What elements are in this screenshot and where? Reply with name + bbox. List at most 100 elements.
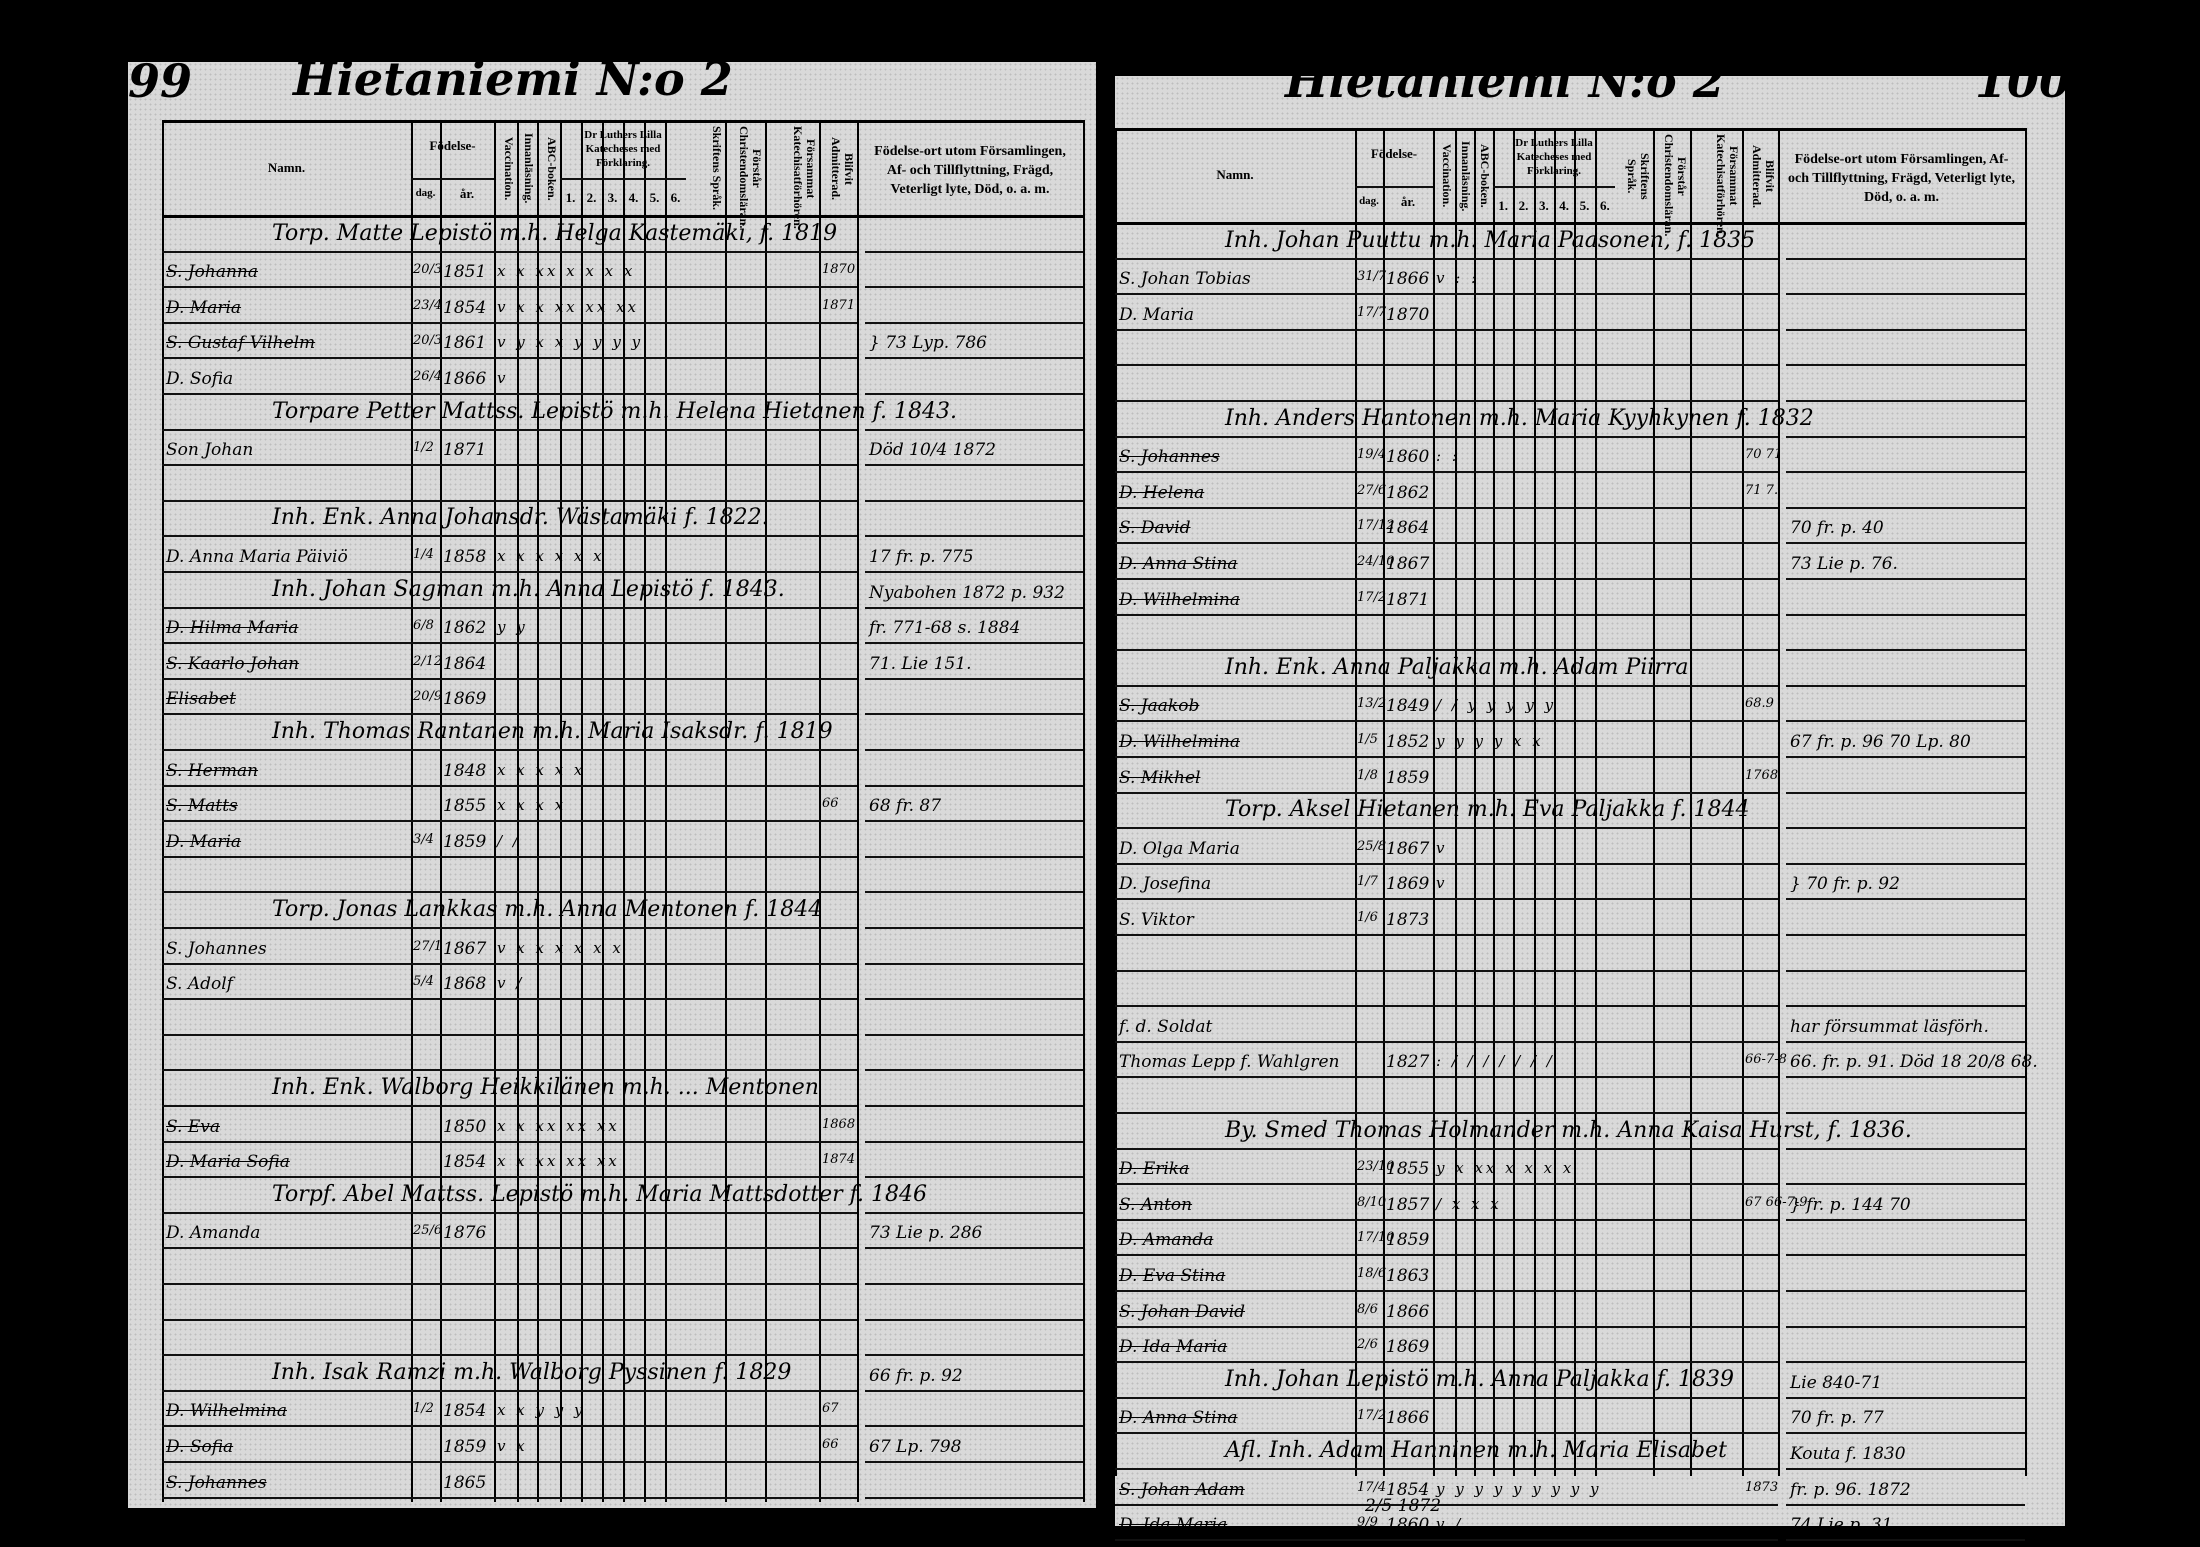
birth-year: 1866 (1386, 1408, 1430, 1429)
row-rule (1115, 1076, 1778, 1079)
person-name: S. Anton (1119, 1194, 1193, 1215)
row-rule (1786, 1005, 2025, 1008)
row-rule (865, 321, 1083, 324)
row-rule (162, 927, 857, 929)
header-admitted: Blifvit Admitterad. (829, 137, 856, 200)
remark-note: har försummat läsförh. (1790, 1016, 1989, 1037)
column-rule (1083, 120, 1085, 1502)
person-name: D. Hilma Maria (166, 618, 299, 639)
row-rule (1786, 1290, 2025, 1292)
row-rule (1115, 1218, 1778, 1221)
row-rule (865, 962, 1083, 965)
remark-note: 74 Lie p. 31. (1790, 1515, 1898, 1536)
progress-marks: v (1436, 874, 1448, 893)
remark-note: } 70 fr. p. 92 (1790, 874, 1900, 895)
header-vaccination: Vaccination. (1440, 144, 1454, 208)
row-rule (162, 571, 857, 573)
person-name: D. Sofia (166, 1437, 234, 1457)
admitted-year: 1870 (822, 262, 856, 278)
progress-marks: y y (497, 618, 528, 637)
birth-year: 1827 (1386, 1052, 1430, 1073)
household-head-entry: Torpare Petter Mattss. Lepistö m.h. Hele… (272, 398, 957, 424)
row-rule (162, 428, 857, 431)
header-scripture: Skriftens Språk. (1625, 152, 1652, 200)
row-rule (865, 784, 1083, 787)
birth-year: 1869 (1386, 874, 1430, 895)
row-rule (865, 1247, 1083, 1250)
progress-marks: y y y y y y y y y (1436, 1479, 1602, 1498)
remark-note: Nyabohen 1872 p. 932 (869, 582, 1065, 603)
row-rule (162, 1425, 857, 1428)
header-catechism-part: 4. (628, 190, 639, 205)
row-rule (1115, 578, 1778, 580)
remark-note: 66. fr. p. 91. Död 18 20/8 68. (1790, 1052, 2038, 1073)
row-rule (162, 250, 857, 253)
progress-marks: v : : (1436, 269, 1480, 288)
column-rule (1474, 128, 1476, 1476)
person-name: f. d. Soldat (1119, 1016, 1213, 1037)
person-name: D. Helena (1119, 482, 1205, 503)
birth-year: 1859 (443, 831, 487, 852)
birth-year: 1869 (1386, 1337, 1430, 1358)
row-rule (1786, 542, 2025, 545)
header-abc: ABC-boken. (1478, 144, 1492, 208)
person-name: S. Eva (166, 1116, 220, 1137)
header-scripture: Skriftens Språk. (710, 126, 724, 211)
row-rule (865, 464, 1083, 467)
person-name: Son Johan (166, 440, 254, 461)
row-rule (162, 855, 857, 858)
birth-year: 1857 (1386, 1194, 1430, 1215)
person-name: S. Kaarlo Johan (166, 653, 300, 674)
birth-year: 1854 (443, 297, 487, 318)
row-rule (162, 1318, 857, 1321)
right-register-page: Hietaniemi N:o 2 100 2/5 1872 Namn. Födel… (1115, 54, 2071, 1542)
person-name: Thomas Lepp f. Wahlgren (1119, 1052, 1340, 1073)
row-rule (162, 1176, 857, 1179)
row-rule (162, 606, 857, 609)
household-head-entry: By. Smed Thomas Holmander m.h. Anna Kais… (1225, 1117, 1912, 1143)
header-abc: ABC-boken. (545, 136, 559, 201)
column-rule (1455, 128, 1457, 1476)
person-name: S. Mikhel (1119, 767, 1201, 788)
row-rule (865, 286, 1083, 289)
admitted-year: 66 (822, 796, 839, 812)
person-name: S. Herman (166, 760, 259, 781)
column-rule (819, 120, 821, 1502)
row-rule (1115, 364, 1778, 367)
row-rule (1786, 328, 2025, 331)
birth-year: 1866 (1386, 1301, 1430, 1322)
row-rule (1786, 471, 2025, 474)
row-rule (865, 855, 1083, 858)
birth-day: 8/6 (1357, 1301, 1378, 1317)
row-rule (865, 998, 1083, 1001)
row-rule (1786, 1503, 2025, 1506)
header-year: år. (1400, 194, 1416, 209)
row-rule (1786, 1539, 2025, 1542)
birth-year: 1867 (1386, 554, 1430, 574)
row-rule (1115, 1432, 1778, 1435)
row-rule (1786, 506, 2025, 509)
row-rule (1115, 542, 1778, 545)
row-rule (1786, 1468, 2025, 1470)
person-name: S. Johannes (1119, 447, 1220, 468)
header-catechism-part: 6. (1599, 198, 1610, 213)
row-rule (162, 749, 857, 751)
row-rule (1115, 1503, 1778, 1506)
row-rule (865, 1318, 1083, 1321)
birth-day: 1/4 (413, 547, 434, 562)
row-rule (865, 1211, 1083, 1214)
birth-day: 3/4 (413, 831, 434, 847)
birth-day: 19/4 (1357, 447, 1387, 463)
row-rule (1115, 257, 1778, 260)
remark-note: 67 fr. p. 96 70 Lp. 80 (1790, 732, 1971, 752)
household-head-entry: Inh. Enk. Anna Paljakka m.h. Adam Piirra (1225, 654, 1689, 680)
admitted-year: 71 7. (1745, 482, 1779, 498)
birth-year: 1868 (443, 974, 487, 995)
row-rule (162, 1211, 857, 1214)
header-catechism-part: 3. (1538, 198, 1549, 213)
row-rule (1786, 827, 2025, 830)
birth-day: 17/10 (1357, 1230, 1395, 1246)
row-rule (1786, 684, 2025, 687)
row-rule (162, 1283, 857, 1285)
row-rule (865, 535, 1083, 538)
